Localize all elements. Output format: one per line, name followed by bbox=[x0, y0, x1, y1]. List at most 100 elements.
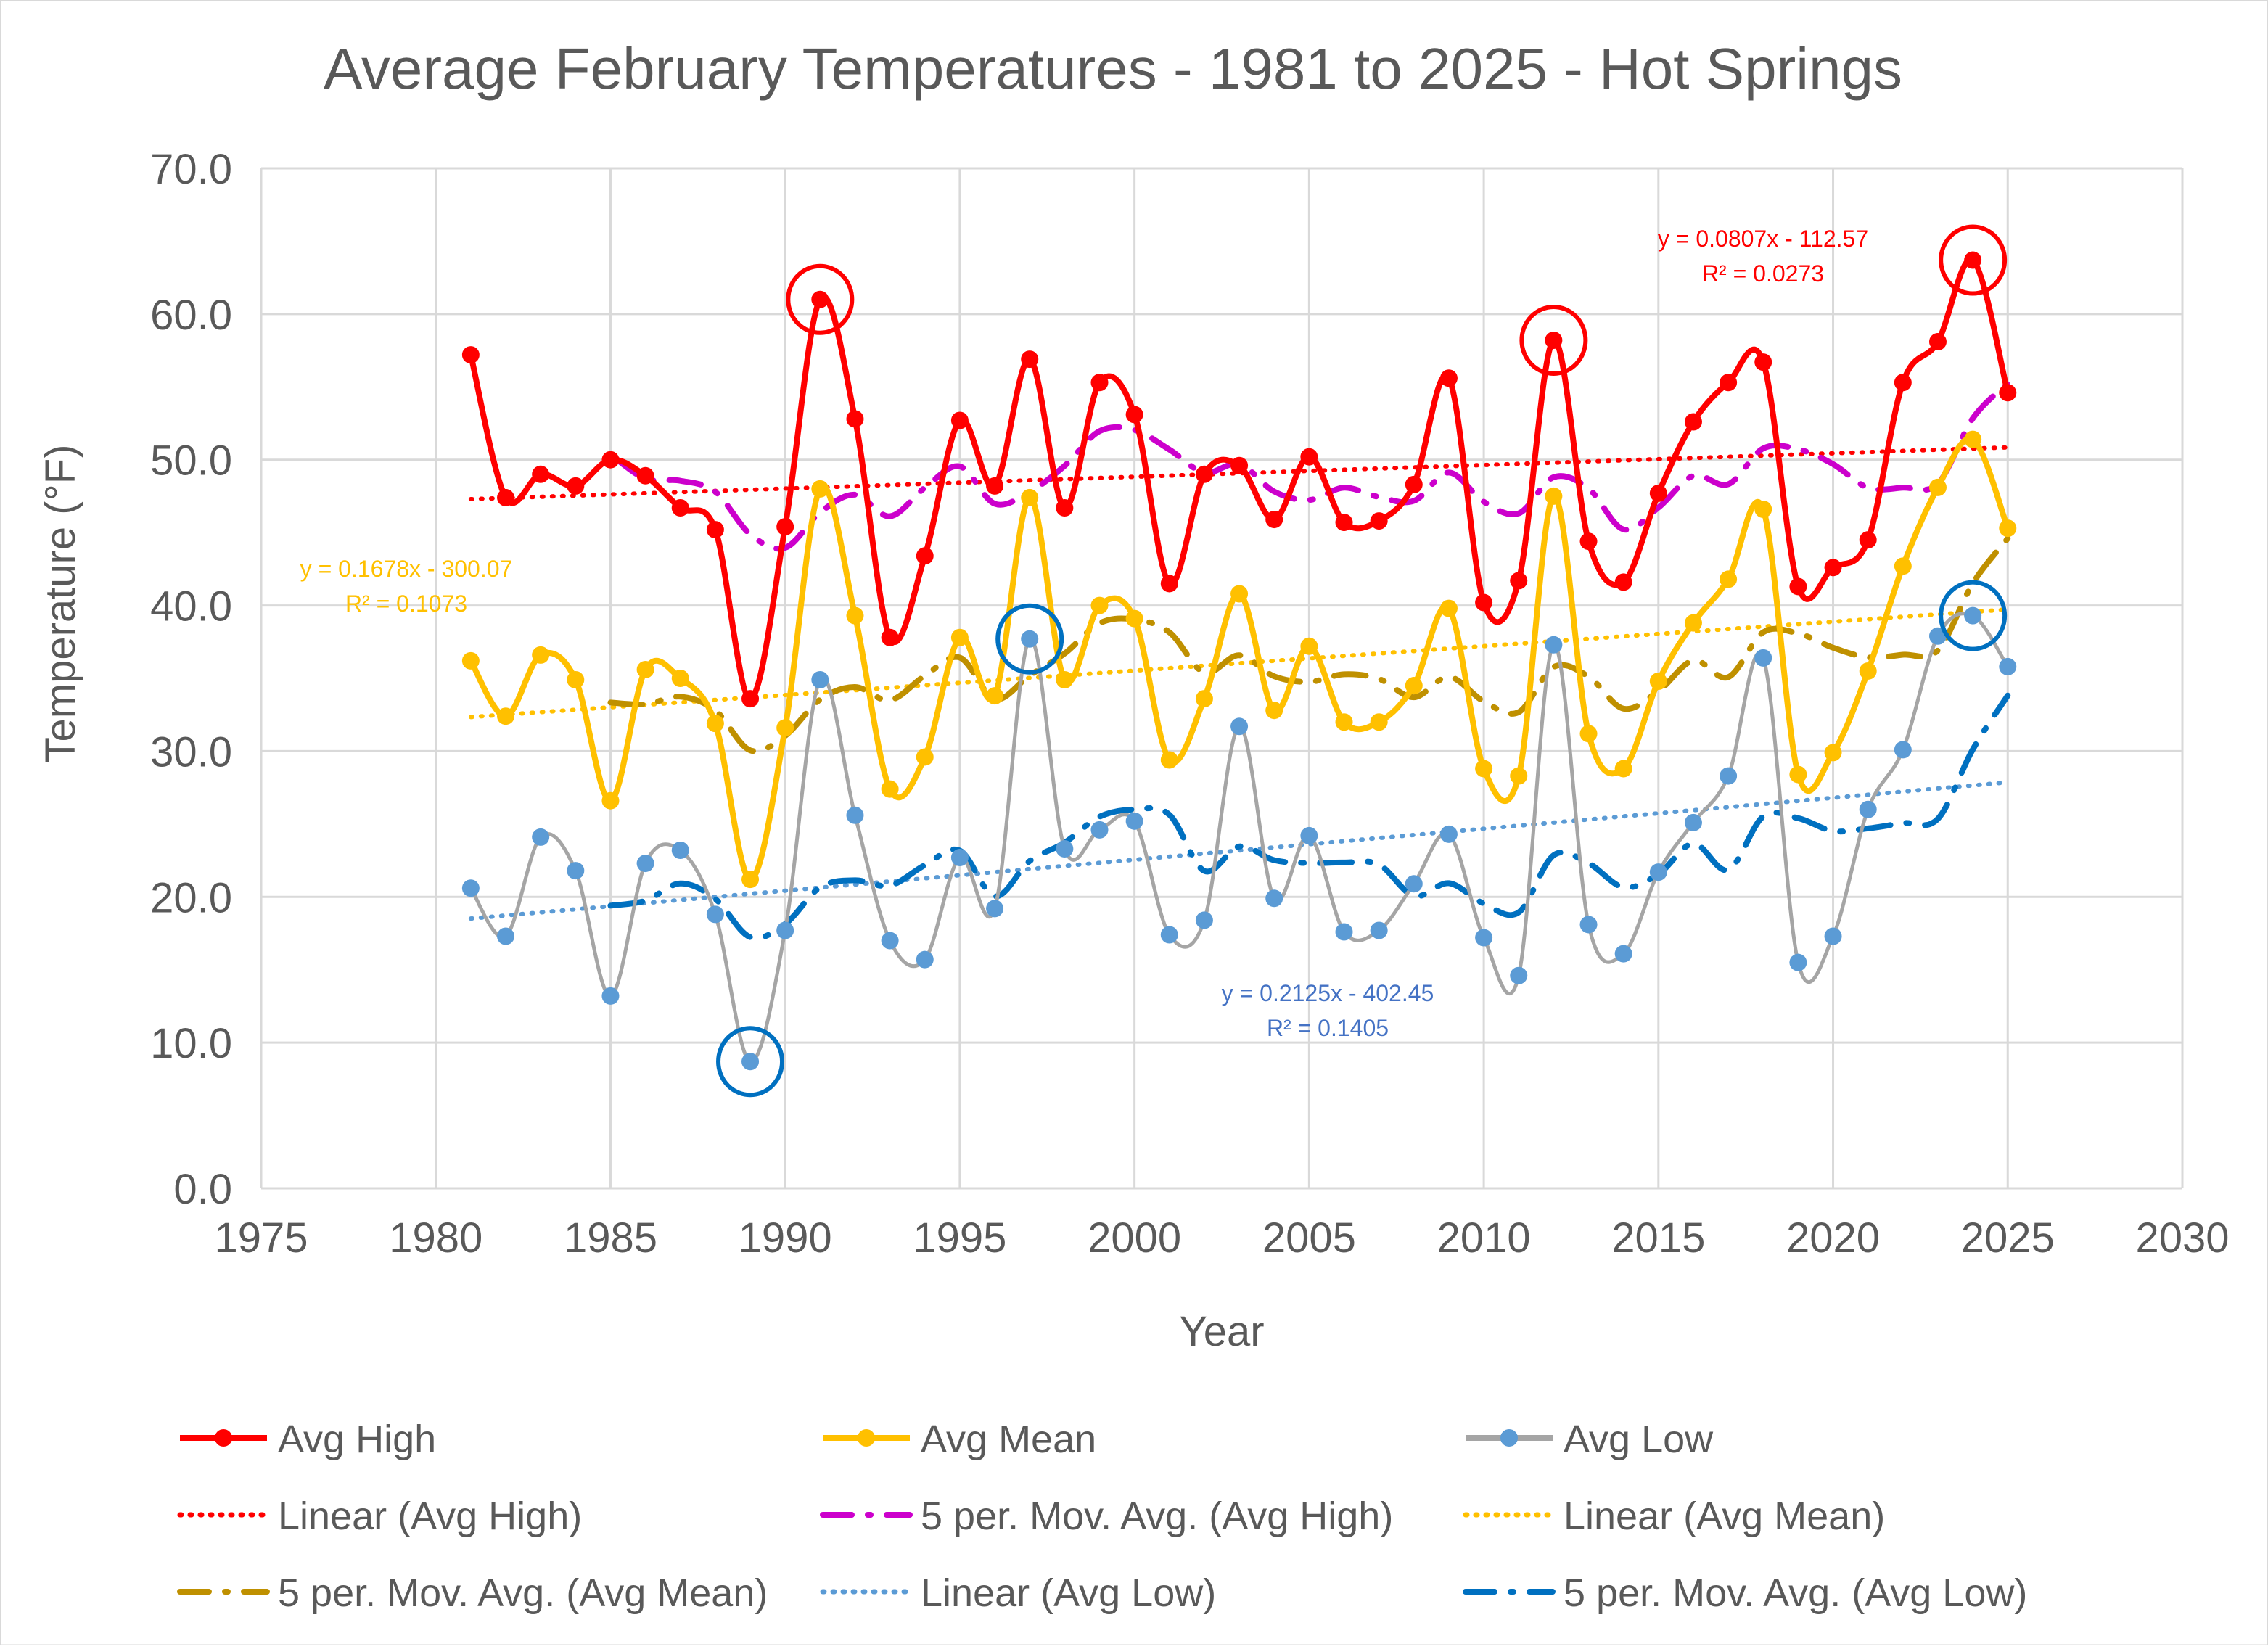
legend-label: Avg Low bbox=[1564, 1418, 1714, 1461]
point-avg-high-2016 bbox=[1684, 413, 1702, 431]
x-tick-label: 2010 bbox=[1437, 1214, 1531, 1262]
x-tick-label: 2005 bbox=[1262, 1214, 1356, 1262]
point-avg-mean-2002 bbox=[1195, 690, 1213, 708]
y-tick-label: 40.0 bbox=[150, 583, 232, 630]
point-avg-low-2005 bbox=[1300, 826, 1318, 844]
point-avg-mean-1983 bbox=[532, 646, 550, 664]
x-tick-label: 2025 bbox=[1961, 1214, 2055, 1262]
point-avg-high-2004 bbox=[1265, 511, 1283, 529]
point-avg-mean-1992 bbox=[846, 606, 864, 625]
point-avg-mean-2019 bbox=[1789, 765, 1807, 784]
point-avg-high-2014 bbox=[1614, 573, 1632, 591]
point-avg-low-2025 bbox=[1999, 657, 2017, 675]
point-avg-low-1984 bbox=[567, 862, 585, 880]
point-avg-high-2018 bbox=[1754, 353, 1772, 371]
y-tick-label: 30.0 bbox=[150, 728, 232, 776]
point-avg-low-1983 bbox=[532, 828, 550, 846]
legend-label: 5 per. Mov. Avg. (Avg Low) bbox=[1564, 1571, 2027, 1615]
point-avg-mean-2014 bbox=[1614, 760, 1632, 778]
point-avg-mean-2020 bbox=[1824, 744, 1842, 762]
point-avg-mean-2008 bbox=[1405, 677, 1423, 695]
trend-equation-mean: y = 0.1678x - 300.07 bbox=[300, 556, 513, 582]
legend-label: Linear (Avg High) bbox=[278, 1494, 582, 1538]
point-avg-high-1981 bbox=[461, 346, 480, 364]
point-avg-high-1982 bbox=[497, 488, 515, 506]
point-avg-mean-2018 bbox=[1754, 501, 1772, 519]
highlight-circle-avg-high-2024 bbox=[1939, 224, 2008, 296]
point-avg-mean-1999 bbox=[1090, 596, 1109, 614]
point-avg-high-2025 bbox=[1999, 384, 2017, 402]
point-avg-mean-1988 bbox=[706, 715, 724, 733]
point-avg-high-2007 bbox=[1370, 512, 1388, 530]
point-avg-mean-2021 bbox=[1859, 662, 1877, 680]
point-avg-high-2008 bbox=[1405, 475, 1423, 493]
legend-item-linear-avg-mean: Linear (Avg Mean) bbox=[1463, 1494, 1885, 1538]
point-avg-mean-2001 bbox=[1160, 751, 1178, 769]
point-avg-mean-1987 bbox=[671, 670, 689, 687]
point-avg-mean-2015 bbox=[1649, 673, 1667, 691]
point-avg-low-1999 bbox=[1090, 821, 1109, 839]
trend-equation-high: y = 0.0807x - 112.57 bbox=[1658, 226, 1868, 252]
y-tick-label: 0.0 bbox=[173, 1166, 232, 1213]
point-avg-mean-1989 bbox=[741, 871, 760, 889]
point-avg-low-2010 bbox=[1475, 929, 1493, 947]
highlight-circle-avg-high-1991 bbox=[786, 263, 855, 335]
legend-item-avg-high: Avg High bbox=[180, 1418, 436, 1461]
point-avg-low-1982 bbox=[497, 927, 515, 945]
point-avg-low-2020 bbox=[1824, 927, 1842, 945]
point-avg-mean-1981 bbox=[461, 651, 480, 670]
trend-r2-mean: R² = 0.1073 bbox=[345, 591, 467, 617]
point-avg-high-1999 bbox=[1090, 374, 1109, 392]
point-avg-low-2021 bbox=[1859, 800, 1877, 818]
point-avg-mean-2005 bbox=[1300, 637, 1318, 655]
legend: Avg High Avg Mean Avg Low Linear (Avg High)… bbox=[177, 1418, 2027, 1615]
point-avg-mean-2010 bbox=[1475, 760, 1493, 778]
point-avg-mean-2025 bbox=[1999, 519, 2017, 538]
point-avg-low-2014 bbox=[1614, 945, 1632, 963]
y-tick-label: 70.0 bbox=[150, 146, 232, 193]
x-tick-label: 1985 bbox=[564, 1214, 657, 1262]
point-avg-high-2020 bbox=[1824, 559, 1842, 577]
highlight-circle-avg-low-1989 bbox=[716, 1026, 785, 1098]
point-avg-low-1995 bbox=[950, 849, 969, 867]
highlight-circle-avg-low-1997 bbox=[995, 603, 1064, 675]
point-avg-mean-2024 bbox=[1964, 430, 1982, 448]
point-avg-mean-2003 bbox=[1230, 585, 1249, 603]
point-avg-high-1984 bbox=[567, 477, 585, 495]
x-tick-label: 2030 bbox=[2135, 1214, 2229, 1262]
point-avg-low-1998 bbox=[1056, 840, 1074, 858]
point-avg-low-2015 bbox=[1649, 863, 1667, 881]
point-avg-low-1996 bbox=[986, 900, 1004, 918]
point-avg-low-1985 bbox=[601, 987, 620, 1005]
point-avg-mean-2006 bbox=[1335, 713, 1353, 731]
trendline-linear-avg-low bbox=[468, 780, 2010, 921]
legend-item-5-per-mov-avg-avg-mean: 5 per. Mov. Avg. (Avg Mean) bbox=[177, 1571, 768, 1615]
y-tick-label: 60.0 bbox=[150, 292, 232, 339]
moving-average-5-per-mov-avg-avg-mean bbox=[607, 535, 2011, 754]
legend-swatch-marker bbox=[858, 1429, 875, 1447]
legend-swatch-marker bbox=[215, 1429, 232, 1447]
point-avg-mean-1991 bbox=[811, 480, 829, 498]
legend-label: Avg Mean bbox=[921, 1418, 1096, 1461]
point-avg-mean-1993 bbox=[881, 780, 899, 798]
point-avg-high-1995 bbox=[950, 411, 969, 429]
legend-swatch-marker bbox=[1500, 1429, 1518, 1447]
point-avg-mean-1982 bbox=[497, 707, 515, 725]
point-avg-low-1990 bbox=[776, 921, 794, 939]
x-axis-label: Year bbox=[1179, 1308, 1264, 1355]
point-avg-high-2001 bbox=[1160, 575, 1178, 593]
point-avg-mean-1985 bbox=[601, 791, 620, 810]
point-avg-mean-2012 bbox=[1545, 487, 1563, 505]
point-avg-mean-2023 bbox=[1928, 478, 1947, 496]
x-tick-label: 1995 bbox=[913, 1214, 1006, 1262]
point-avg-high-2005 bbox=[1300, 448, 1318, 466]
point-avg-low-2001 bbox=[1160, 926, 1178, 944]
point-avg-low-2017 bbox=[1720, 767, 1738, 785]
point-avg-high-2022 bbox=[1894, 374, 1912, 392]
trend-equation-low: y = 0.2125x - 402.45 bbox=[1222, 980, 1434, 1006]
point-avg-high-1987 bbox=[671, 498, 689, 517]
legend-label: 5 per. Mov. Avg. (Avg High) bbox=[921, 1494, 1393, 1538]
point-avg-high-1991 bbox=[811, 290, 829, 308]
point-avg-mean-1997 bbox=[1021, 488, 1039, 506]
